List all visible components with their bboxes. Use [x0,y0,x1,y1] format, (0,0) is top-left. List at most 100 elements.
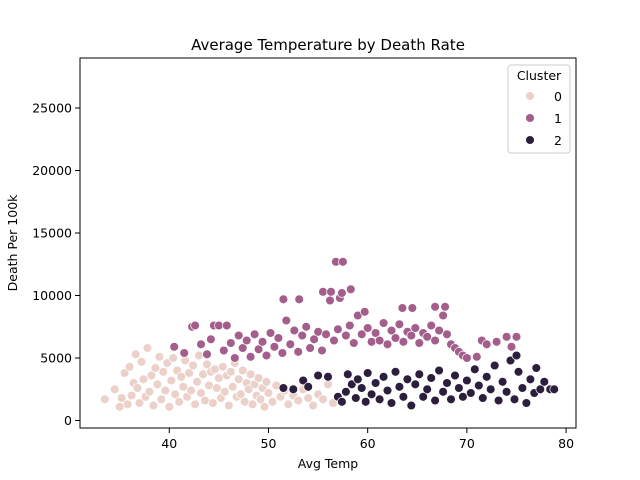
data-point [501,387,512,397]
data-point [356,383,367,393]
series-1 [169,257,522,363]
data-point [407,303,418,313]
data-point [438,310,448,321]
data-point [442,378,452,388]
data-point [382,385,393,396]
data-point [346,284,356,295]
data-point [370,328,381,338]
data-point [378,372,389,382]
data-point [398,337,409,347]
data-point [491,337,502,347]
data-point [329,335,339,346]
data-point [410,379,421,390]
data-point [481,372,492,382]
data-point [116,393,127,403]
data-point [136,357,147,367]
data-point [472,352,482,362]
data-point [353,374,363,385]
data-point [200,395,210,406]
data-point [168,353,178,363]
data-point [338,257,348,267]
data-point [434,325,444,336]
data-point [179,348,189,358]
data-point [119,368,130,378]
data-point [204,380,214,391]
data-point [257,337,268,347]
data-point [142,343,153,353]
data-point [158,367,169,377]
data-point [337,397,347,407]
data-point [386,325,397,336]
data-point [269,342,280,352]
data-point [224,400,234,411]
data-point [466,388,476,398]
data-point [418,392,428,402]
data-point [226,367,236,377]
data-point [430,302,440,312]
data-point [341,330,351,341]
data-point [228,382,238,392]
y-tick-label: 20000 [32,163,72,178]
x-tick-label: 70 [459,436,475,451]
data-point [506,342,517,352]
data-point [160,385,171,396]
data-point [509,394,520,405]
data-point [134,398,145,408]
y-tick-label: 0 [64,413,72,428]
data-point [414,369,425,380]
data-point [323,372,333,382]
data-point [188,360,198,371]
data-point [214,320,224,331]
data-point [517,383,528,393]
data-point [178,382,188,392]
data-point [267,397,278,407]
data-point [122,399,133,410]
data-point [374,335,385,346]
x-tick-label: 60 [360,436,376,451]
data-point [531,363,542,373]
data-point [493,395,504,406]
data-point [294,294,304,305]
data-point [114,402,125,412]
legend-label-2: 2 [554,133,562,148]
legend: Cluster 0 1 2 [507,64,571,154]
data-point [100,394,110,405]
x-axis: 40 50 60 70 80 [161,428,574,451]
data-point [303,393,313,403]
data-point [525,374,536,385]
data-point [446,394,456,405]
data-point [317,345,327,356]
data-point [289,325,300,336]
data-point [478,393,488,403]
data-point [470,364,480,375]
data-point [130,349,141,360]
data-point [259,402,270,412]
data-point [247,399,258,410]
y-axis: 0 5000 10000 15000 20000 25000 [32,101,80,428]
x-tick-label: 50 [261,436,277,451]
data-point [511,350,522,361]
data-point [454,383,464,393]
data-point [281,315,292,326]
data-point [462,375,472,386]
data-point [184,368,194,378]
data-point [235,389,246,400]
data-point [253,373,264,383]
data-point [458,392,468,402]
data-point [351,393,361,403]
data-point [226,338,236,348]
data-point [283,399,294,410]
data-point [356,329,367,340]
series-2 [278,350,559,411]
data-point [406,400,417,411]
data-point [303,382,313,392]
data-point [233,374,244,385]
data-point [138,374,149,385]
data-point [253,344,264,355]
legend-title: Cluster [517,68,562,83]
data-point [230,353,240,363]
data-point [220,387,230,397]
data-point [245,352,256,362]
data-point [298,375,308,386]
